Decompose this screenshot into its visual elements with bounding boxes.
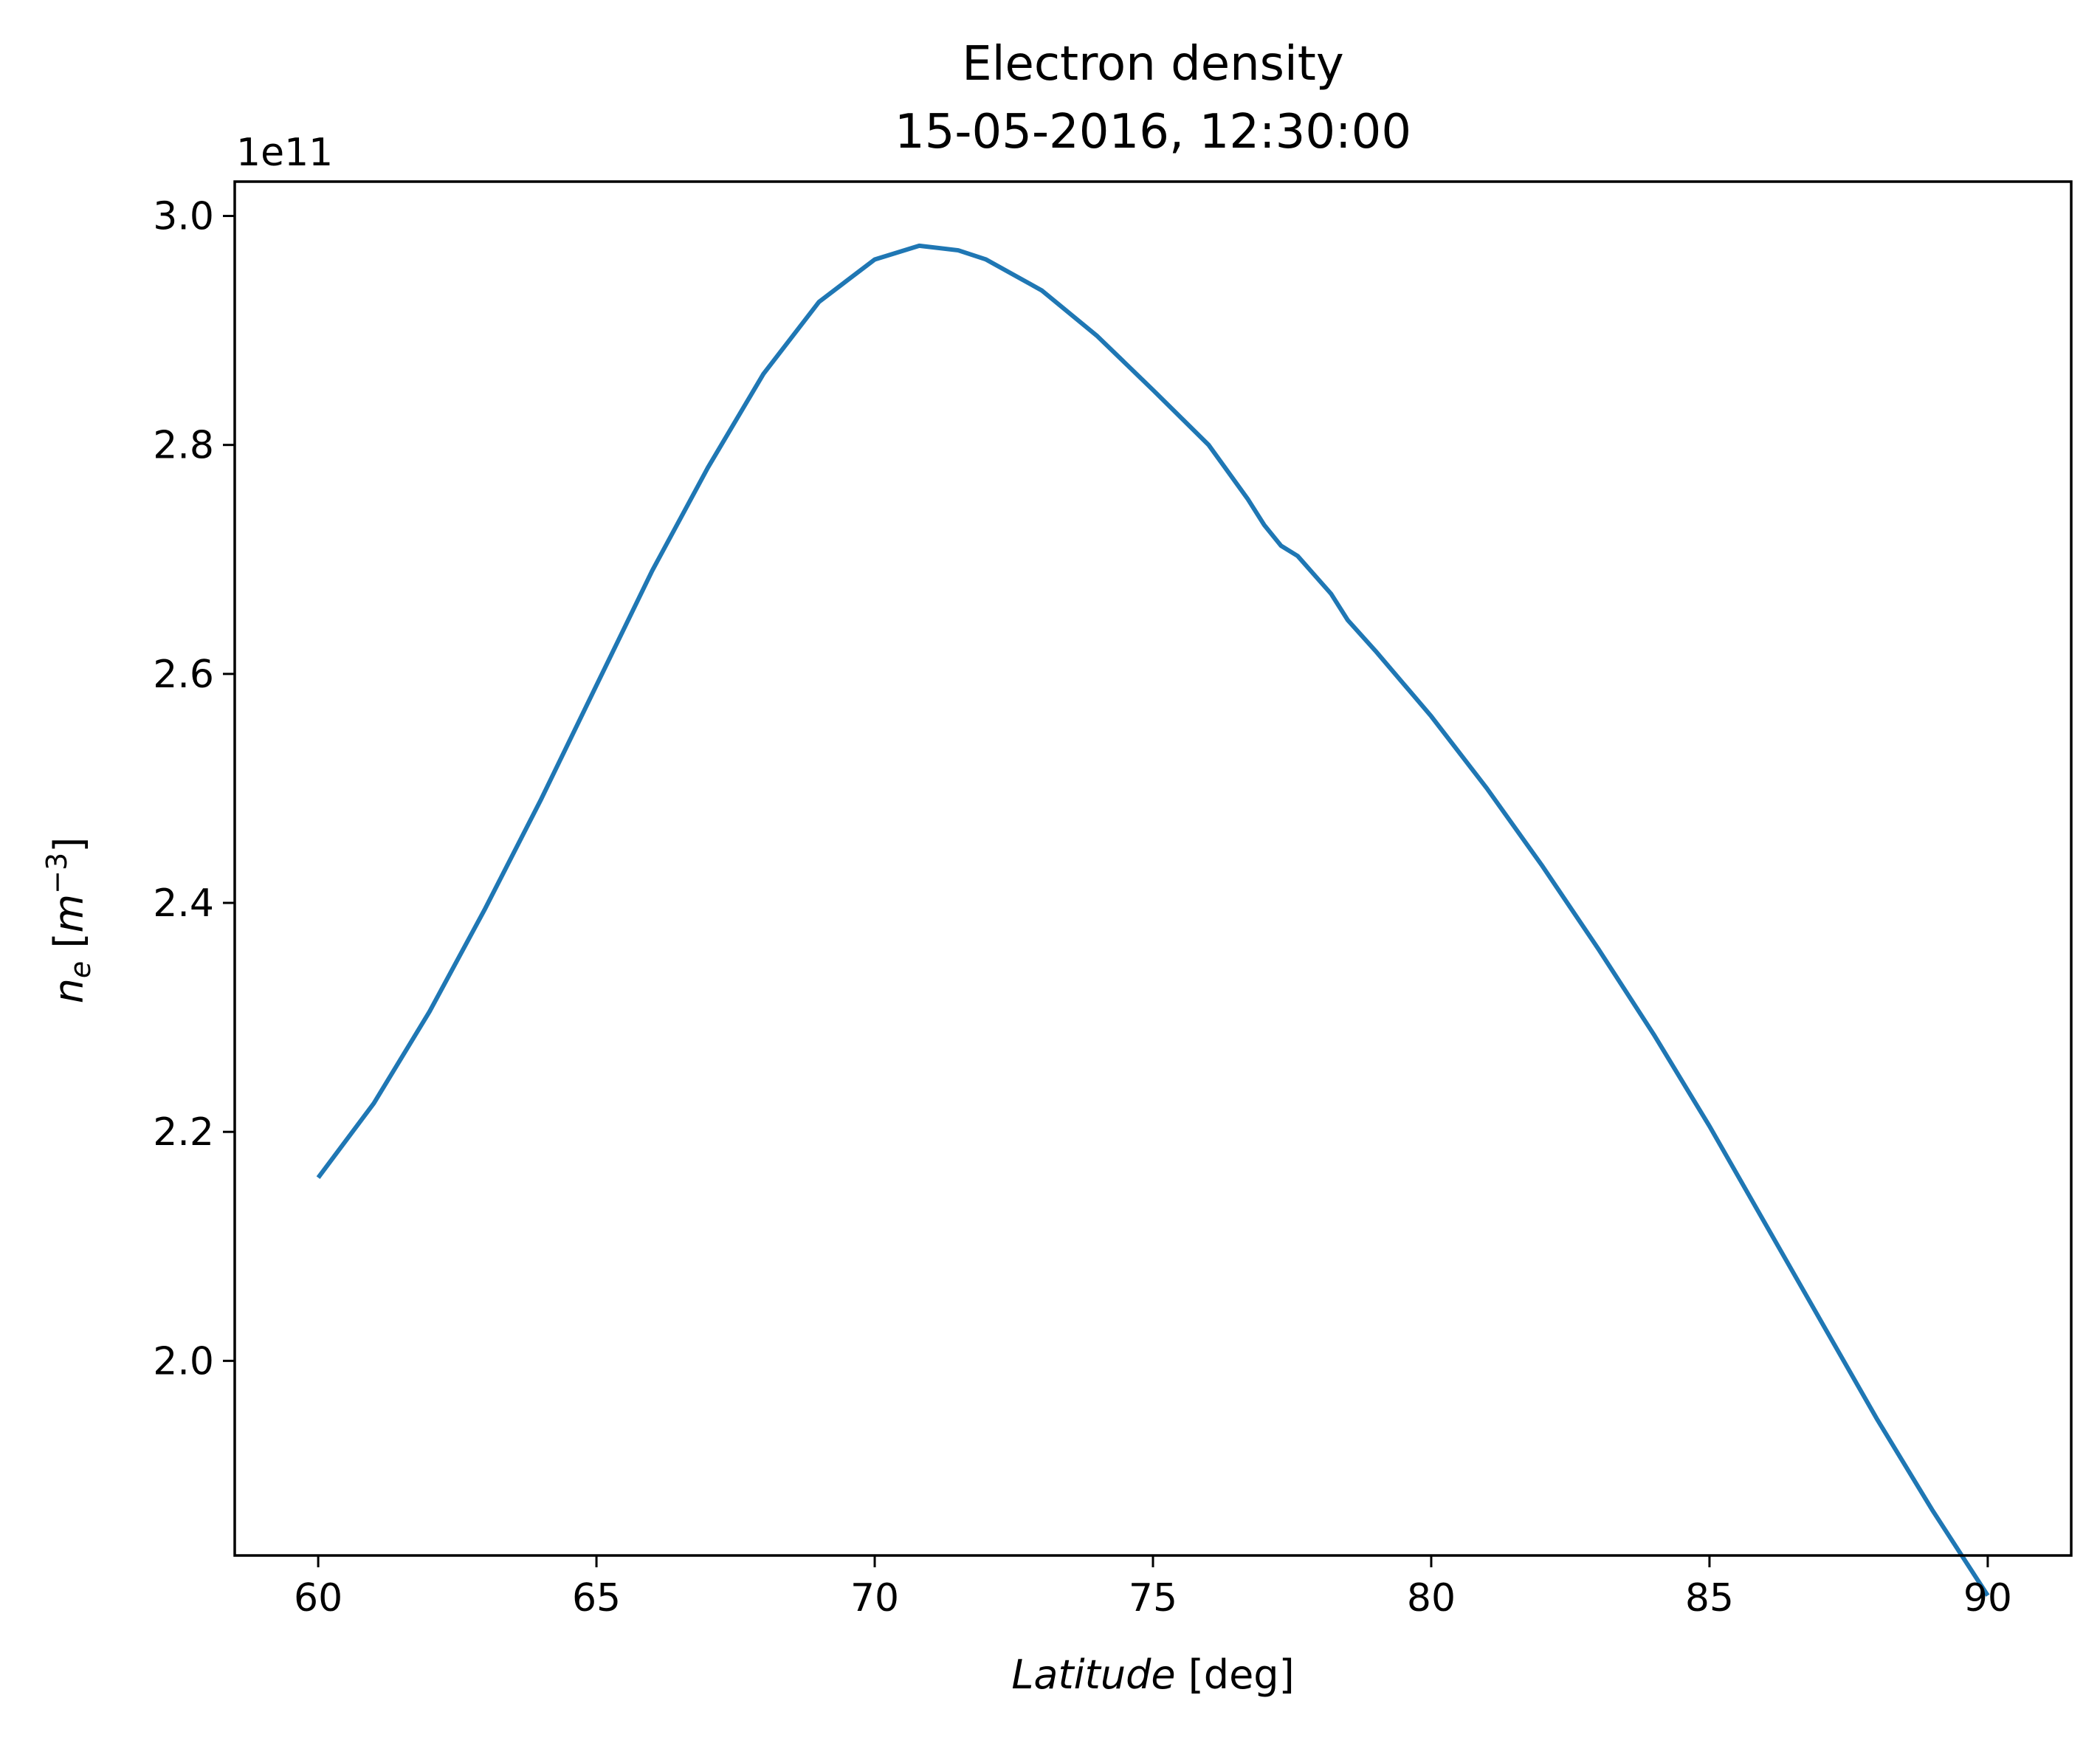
series-line-electron-density	[316, 243, 1990, 1597]
x-tick-label: 60	[294, 1576, 342, 1620]
x-axis-ticks: 60 65 70 75 80 85 90	[294, 1555, 2012, 1620]
y-axis-label-subscript: e	[64, 961, 97, 978]
x-axis-label-variable: Latitude	[1011, 1651, 1175, 1698]
y-axis-label-unit: m	[46, 894, 92, 933]
y-axis-label-bracket-open: [	[46, 932, 92, 960]
y-tick-label: 2.4	[153, 881, 214, 926]
y-axis-offset-label: 1e11	[236, 131, 333, 175]
y-tick-label: 2.6	[153, 653, 214, 697]
y-tick-label: 2.0	[153, 1339, 214, 1383]
y-axis-ticks: 2.0 2.2 2.4 2.6 2.8 3.0	[153, 195, 235, 1383]
y-tick-label: 2.2	[153, 1110, 214, 1155]
y-axis-label-superscript: −3	[41, 853, 73, 894]
x-tick-label: 75	[1129, 1576, 1177, 1620]
x-tick-label: 80	[1407, 1576, 1456, 1620]
y-axis-label-bracket-close: ]	[46, 837, 92, 853]
y-axis-label-variable: n	[46, 978, 92, 1003]
x-axis-label-unit: [deg]	[1176, 1651, 1295, 1698]
x-tick-label: 90	[1963, 1576, 2012, 1620]
x-axis-label: Latitude [deg]	[1011, 1651, 1294, 1698]
y-tick-label: 3.0	[153, 195, 214, 239]
chart-title-line-2: 15-05-2016, 12:30:00	[895, 105, 1411, 159]
x-tick-label: 85	[1685, 1576, 1734, 1620]
x-tick-label: 70	[850, 1576, 899, 1620]
x-tick-label: 65	[572, 1576, 621, 1620]
y-tick-label: 2.8	[153, 424, 214, 468]
y-axis-label: ne [m−3]	[41, 837, 97, 1004]
chart-title-line-1: Electron density	[962, 37, 1344, 92]
